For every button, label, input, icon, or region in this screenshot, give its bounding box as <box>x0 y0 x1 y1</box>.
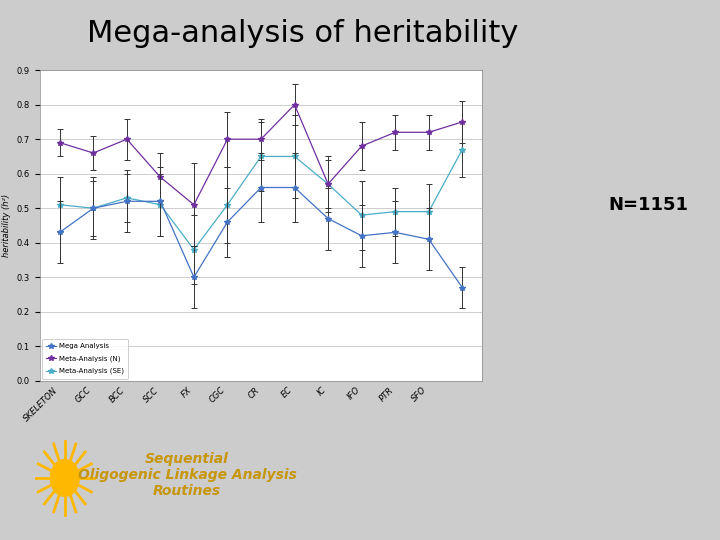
Text: N=1151: N=1151 <box>608 196 688 214</box>
Text: Sequential
Oligogenic Linkage Analysis
Routines: Sequential Oligogenic Linkage Analysis R… <box>78 452 297 498</box>
Y-axis label: heritability (h²): heritability (h²) <box>2 194 11 257</box>
Text: Mega-analysis of heritability: Mega-analysis of heritability <box>86 19 518 48</box>
Circle shape <box>50 460 79 496</box>
Legend: Mega Analysis, Meta-Analysis (N), Meta-Analysis (SE): Mega Analysis, Meta-Analysis (N), Meta-A… <box>42 339 128 379</box>
